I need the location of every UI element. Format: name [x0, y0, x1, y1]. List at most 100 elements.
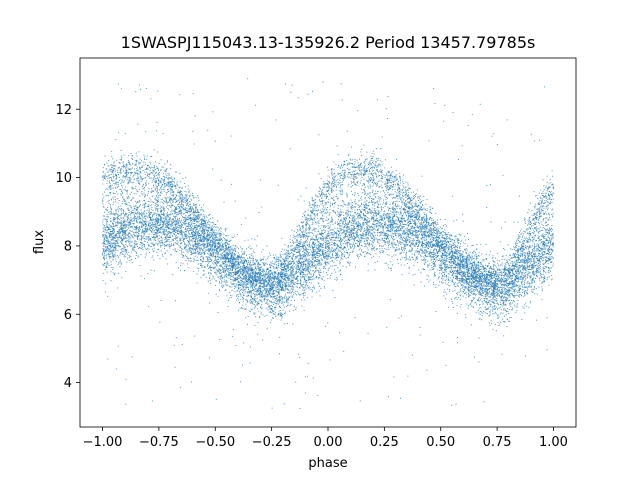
data-point [193, 231, 195, 233]
data-point [219, 271, 221, 273]
data-point [314, 265, 316, 267]
data-point [327, 246, 329, 248]
data-point [398, 236, 400, 238]
data-point [403, 220, 405, 222]
data-point [504, 281, 506, 283]
data-point [365, 215, 367, 217]
data-point [248, 265, 250, 267]
data-point [215, 293, 217, 295]
data-point [552, 263, 554, 265]
data-point [151, 195, 153, 197]
data-point [253, 304, 255, 306]
data-point [538, 232, 540, 234]
data-point [454, 245, 456, 247]
data-point [335, 231, 337, 233]
data-point [309, 235, 311, 237]
data-point [318, 243, 320, 245]
data-point [492, 292, 494, 294]
data-point [319, 255, 321, 257]
data-point [265, 292, 267, 294]
data-point [543, 280, 545, 282]
data-point [282, 309, 284, 311]
data-point [129, 226, 131, 228]
data-point [513, 295, 515, 297]
data-point [374, 220, 376, 222]
data-point [210, 265, 212, 267]
data-point [320, 287, 322, 289]
data-point [538, 286, 540, 288]
data-point [468, 261, 470, 263]
data-point [192, 248, 194, 250]
data-point [495, 313, 497, 315]
data-point [480, 286, 482, 288]
data-point [352, 216, 354, 218]
data-point [547, 244, 549, 246]
data-point [321, 240, 323, 242]
data-point [135, 243, 137, 245]
data-point [190, 249, 192, 251]
data-point [182, 238, 184, 240]
data-point [105, 262, 107, 264]
data-point [505, 287, 507, 289]
data-point [185, 249, 187, 251]
data-point [534, 265, 536, 267]
data-point [399, 225, 401, 227]
data-point [310, 273, 312, 275]
data-point [347, 262, 349, 264]
data-point [532, 277, 534, 279]
data-point [222, 246, 224, 248]
data-point [462, 295, 464, 297]
data-point [348, 234, 350, 236]
data-point [497, 262, 499, 264]
data-point [426, 246, 428, 248]
data-point [234, 270, 236, 272]
data-point [501, 275, 502, 277]
data-point [207, 280, 209, 282]
data-point [108, 236, 110, 238]
data-point [364, 255, 366, 257]
data-point [164, 234, 166, 236]
data-point [124, 230, 126, 232]
data-point [152, 237, 154, 239]
data-point [301, 263, 303, 265]
data-point [437, 254, 439, 256]
data-point [319, 285, 321, 287]
data-point [273, 290, 275, 292]
data-point [368, 244, 370, 246]
data-point [298, 243, 300, 245]
data-point [209, 258, 211, 260]
data-point [263, 276, 265, 278]
data-point [383, 222, 385, 224]
data-point [415, 258, 417, 260]
data-point [466, 265, 468, 267]
data-point [466, 281, 468, 283]
data-point [510, 303, 512, 305]
data-point [339, 230, 341, 232]
data-point [499, 306, 501, 308]
data-point [305, 237, 307, 239]
data-point [324, 225, 326, 227]
data-point [390, 166, 392, 168]
data-point [129, 223, 131, 225]
data-point [226, 257, 228, 259]
data-point [289, 278, 291, 279]
data-point [531, 251, 533, 253]
data-point [334, 227, 336, 229]
data-point [255, 277, 257, 279]
data-point [154, 243, 156, 245]
data-point [273, 306, 275, 308]
data-point [379, 216, 381, 218]
data-point [185, 237, 187, 239]
data-point [172, 213, 174, 215]
data-point [477, 309, 479, 311]
data-point [102, 252, 104, 254]
data-point [436, 219, 438, 221]
data-point [400, 237, 402, 239]
data-point [389, 234, 391, 236]
data-point [432, 245, 434, 247]
data-point [470, 267, 472, 269]
data-point [509, 294, 511, 296]
data-point [208, 253, 210, 255]
data-point [487, 264, 489, 266]
data-point [278, 289, 280, 291]
